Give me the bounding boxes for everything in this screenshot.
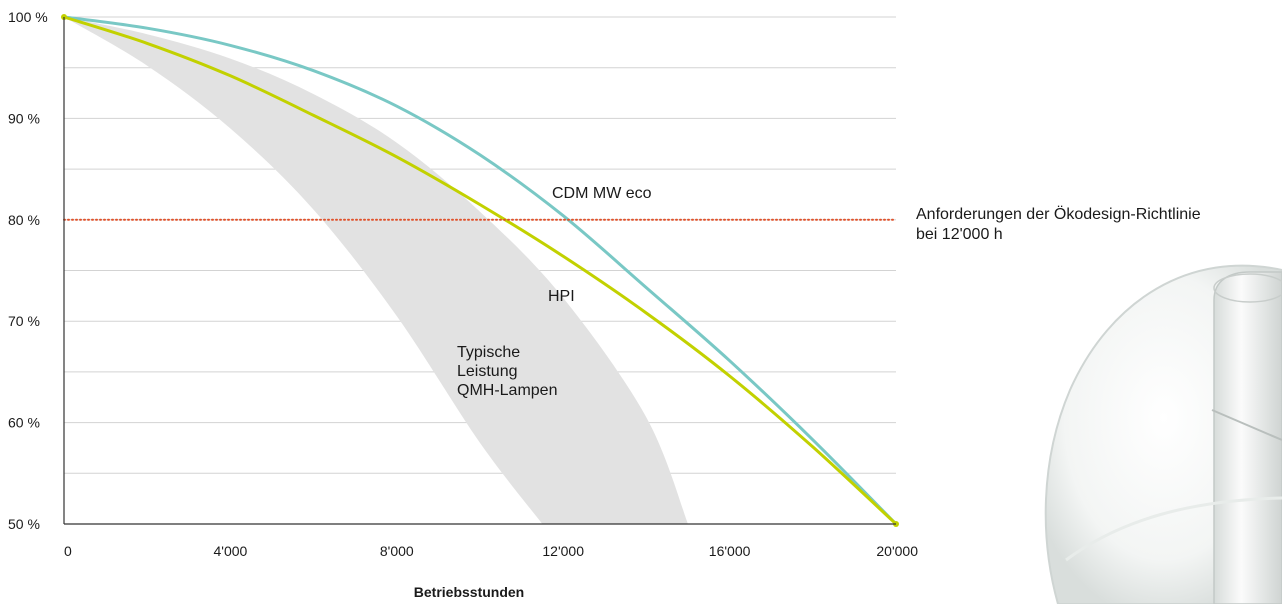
- band-label-line: QMH-Lampen: [457, 382, 557, 399]
- y-tick-label: 70 %: [8, 313, 40, 329]
- series-line-cdm-mw-eco: [62, 15, 898, 526]
- x-tick-label: 8'000: [380, 543, 414, 559]
- band-label-line: Typische: [457, 344, 520, 361]
- series-label-cdm-mw-eco: CDM MW eco: [552, 185, 652, 202]
- axes: 50 % 60 % 70 % 80 % 90 % 100 % 0 4'000 8'000 12'0…: [8, 9, 918, 600]
- y-tick-label: 100 %: [8, 9, 48, 25]
- in-chart-labels: CDM MW eco HPI Typische Leistung QMH-Lampen: [457, 185, 652, 399]
- y-tick-label: 80 %: [8, 212, 40, 228]
- x-tick-label: 12'000: [542, 543, 584, 559]
- x-tick-label: 0: [64, 543, 72, 559]
- lamp-illustration: [1044, 264, 1282, 604]
- series-label-hpi: HPI: [548, 288, 575, 305]
- reference-label-line-1: Anforderungen der Ökodesign-Richtlinie: [916, 206, 1201, 223]
- qmh-band: [64, 17, 688, 524]
- y-tick-label: 60 %: [8, 415, 40, 431]
- x-tick-label: 16'000: [709, 543, 751, 559]
- x-axis-title: Betriebsstunden: [414, 584, 524, 600]
- x-tick-label: 20'000: [876, 543, 918, 559]
- x-tick-label: 4'000: [213, 543, 247, 559]
- y-tick-label: 50 %: [8, 516, 40, 532]
- y-tick-label: 90 %: [8, 110, 40, 126]
- series-line-hpi: [62, 15, 898, 526]
- qmh-band-area: [64, 17, 688, 524]
- reference-label-line-2: bei 12'000 h: [916, 226, 1003, 243]
- reference-line-label: Anforderungen der Ökodesign-Richtlinie b…: [916, 205, 1201, 245]
- band-label-line: Leistung: [457, 363, 518, 380]
